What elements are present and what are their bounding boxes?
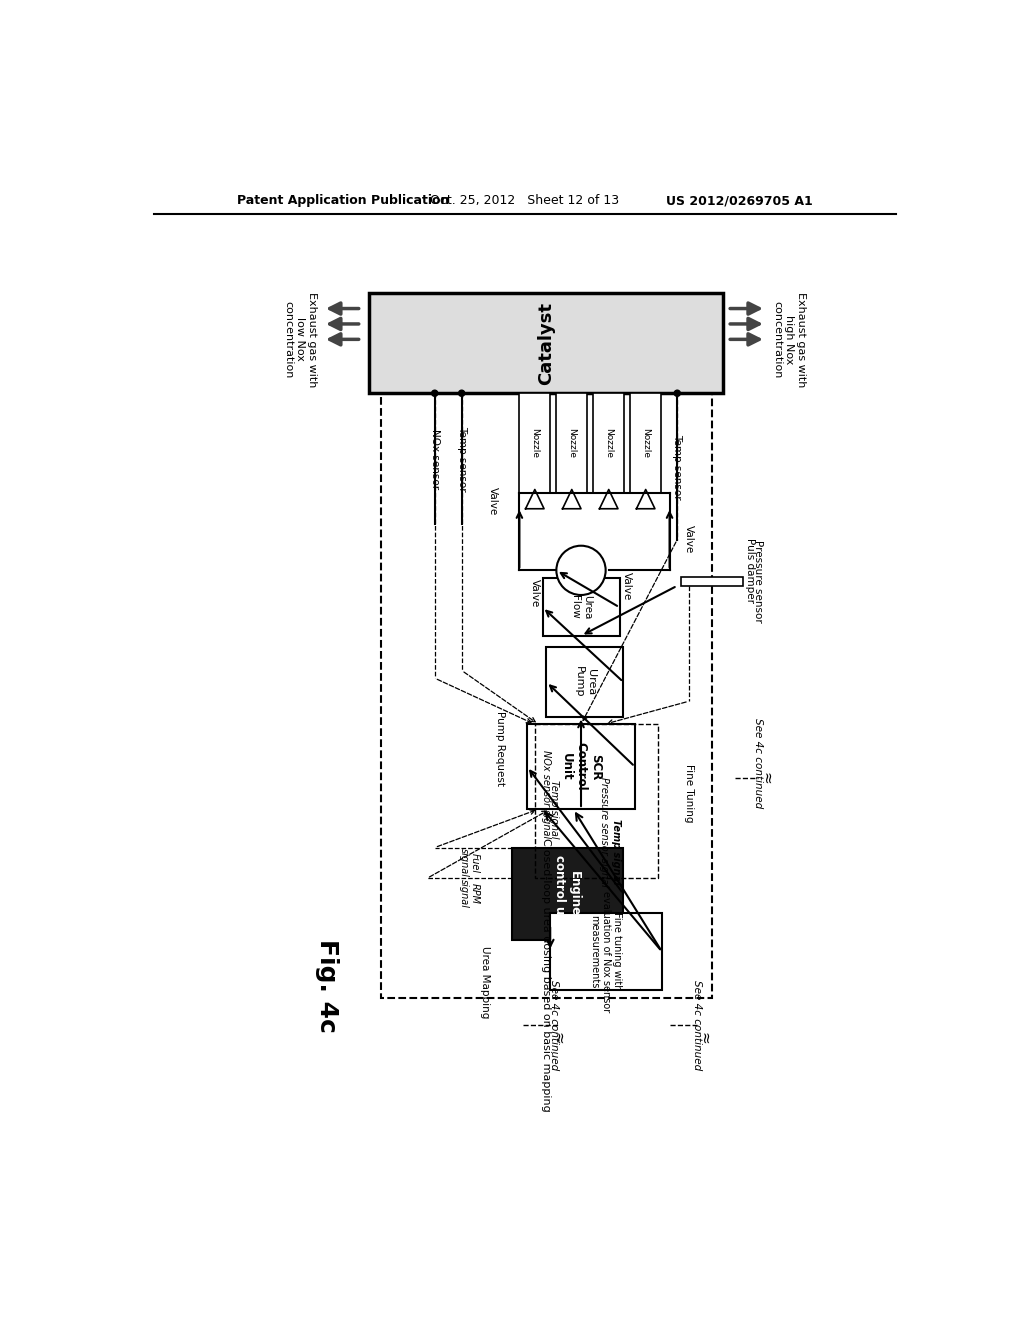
Text: ≈: ≈ xyxy=(551,1032,565,1045)
Text: NOx sensor signal: NOx sensor signal xyxy=(542,750,551,838)
Text: RPM
signal: RPM signal xyxy=(459,879,480,908)
Text: Nozzle: Nozzle xyxy=(641,428,650,458)
Text: US 2012/0269705 A1: US 2012/0269705 A1 xyxy=(666,194,813,207)
Bar xyxy=(535,725,658,878)
Text: Pressure sensor signal: Pressure sensor signal xyxy=(599,777,609,887)
Circle shape xyxy=(432,391,438,396)
Text: Pump Request: Pump Request xyxy=(496,711,505,787)
Text: See 4c continued: See 4c continued xyxy=(753,718,763,808)
Text: ≈: ≈ xyxy=(759,772,773,784)
Text: Fine Tuning: Fine Tuning xyxy=(684,764,694,822)
Text: Oct. 25, 2012   Sheet 12 of 13: Oct. 25, 2012 Sheet 12 of 13 xyxy=(430,194,620,207)
Text: Valve: Valve xyxy=(487,487,498,515)
Text: Exhaust gas with
low Nox
concentration: Exhaust gas with low Nox concentration xyxy=(284,292,316,387)
Text: Catalyst: Catalyst xyxy=(538,302,555,384)
Text: Temp signal: Temp signal xyxy=(610,818,621,884)
Circle shape xyxy=(674,391,680,396)
Text: Nozzle: Nozzle xyxy=(530,428,540,458)
Circle shape xyxy=(556,545,605,595)
Text: Fine tuning with
evaluation of Nox sensor
measurements: Fine tuning with evaluation of Nox senso… xyxy=(589,891,623,1012)
Text: Temp sensor: Temp sensor xyxy=(457,426,467,491)
Text: Nozzle: Nozzle xyxy=(604,428,613,458)
Text: See 4c continued: See 4c continued xyxy=(691,979,701,1069)
Text: Urea Mapping: Urea Mapping xyxy=(480,946,489,1019)
Bar xyxy=(631,393,662,494)
Text: NOx sensor: NOx sensor xyxy=(430,429,439,488)
Text: Nozzle: Nozzle xyxy=(567,428,577,458)
Text: Valve: Valve xyxy=(684,525,694,553)
Text: SCR
Control
Unit: SCR Control Unit xyxy=(559,742,602,791)
Bar xyxy=(593,393,625,494)
Bar xyxy=(543,578,620,636)
Text: Valve: Valve xyxy=(623,572,632,599)
Text: Temp sensor: Temp sensor xyxy=(673,433,682,499)
Text: See 4c continued: See 4c continued xyxy=(549,979,559,1069)
Bar xyxy=(556,393,587,494)
Bar xyxy=(519,393,550,494)
Text: Temp signal: Temp signal xyxy=(549,780,559,838)
Text: Exhaust gas with
high Nox
concentration: Exhaust gas with high Nox concentration xyxy=(772,292,806,387)
Bar xyxy=(381,331,712,998)
Text: Closed-loop urea dosing based on basic mapping: Closed-loop urea dosing based on basic m… xyxy=(542,838,551,1111)
Bar xyxy=(681,577,742,586)
Text: Patent Application Publication: Patent Application Publication xyxy=(237,194,450,207)
Text: ≈: ≈ xyxy=(696,1032,712,1045)
Bar xyxy=(550,913,662,990)
Bar xyxy=(370,293,724,393)
Text: Urea
Flow: Urea Flow xyxy=(570,595,592,619)
Text: Puls damper: Puls damper xyxy=(745,537,756,603)
Text: Pressure sensor: Pressure sensor xyxy=(753,540,763,623)
Text: Engine
control unit: Engine control unit xyxy=(553,855,582,932)
Bar xyxy=(547,647,624,717)
Bar xyxy=(527,725,635,809)
Text: Urea
Pump: Urea Pump xyxy=(574,667,596,698)
Text: Fuel
signal: Fuel signal xyxy=(459,849,480,878)
Text: Valve: Valve xyxy=(529,579,540,607)
Text: Fig. 4c: Fig. 4c xyxy=(315,940,339,1034)
Circle shape xyxy=(459,391,465,396)
Bar xyxy=(512,847,624,940)
